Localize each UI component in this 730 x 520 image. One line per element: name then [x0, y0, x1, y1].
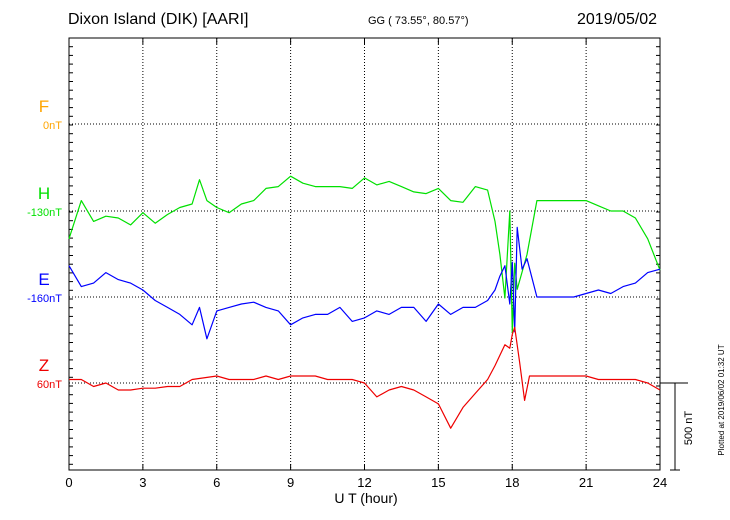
- x-tick-label: 0: [65, 475, 72, 490]
- series-f-baseline-label: 0nT: [43, 120, 62, 132]
- series-e-line: [68, 226, 661, 340]
- series-labels: F 0nT H -130nT E -160nT Z 60nT: [27, 97, 62, 391]
- scale-bar: 500 nT: [660, 382, 695, 471]
- x-axis-label: U T (hour): [334, 490, 397, 506]
- series-z-baseline-label: 60nT: [37, 379, 62, 391]
- series-h-line: [68, 175, 661, 334]
- chart-date: 2019/05/02: [577, 11, 658, 28]
- scale-bar-label: 500 nT: [683, 411, 695, 446]
- station-coordinates: GG ( 73.55°, 80.57°): [368, 15, 469, 27]
- series-h-baseline-label: -130nT: [27, 207, 62, 219]
- series-z-label: Z: [39, 356, 49, 375]
- series-f-label: F: [39, 97, 49, 116]
- grid-lines: [142, 38, 587, 470]
- series-e-baseline-label: -160nT: [27, 293, 62, 305]
- x-tick-label: 24: [653, 475, 667, 490]
- x-tick-label: 21: [579, 475, 593, 490]
- series-lines: [68, 175, 661, 429]
- series-z-line: [69, 326, 661, 429]
- x-tick-label: 9: [287, 475, 294, 490]
- x-tick-label: 15: [431, 475, 445, 490]
- x-tick-labels: 0 3 6 9 12 15 18 21 24: [65, 475, 667, 490]
- series-h-label: H: [38, 184, 50, 203]
- x-tick-label: 3: [139, 475, 146, 490]
- axis-ticks: [68, 37, 661, 470]
- x-tick-label: 6: [213, 475, 220, 490]
- series-e-label: E: [38, 270, 49, 289]
- x-tick-label: 12: [357, 475, 371, 490]
- chart-title: Dixon Island (DIK) [AARI]: [68, 11, 249, 28]
- plotted-note: Plotted at 2019/06/02 01:32 UT: [717, 344, 726, 455]
- x-tick-label: 18: [505, 475, 519, 490]
